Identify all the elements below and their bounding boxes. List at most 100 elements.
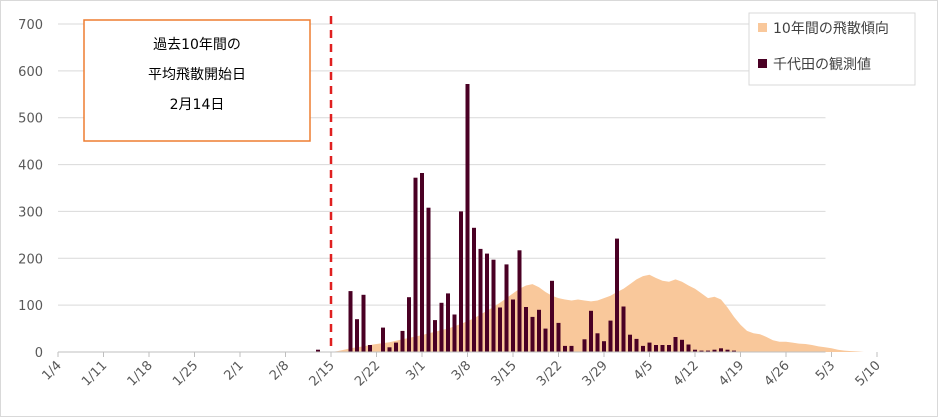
x-tick-label: 2/8 — [267, 358, 292, 383]
bar — [680, 339, 684, 352]
bar — [511, 299, 515, 352]
y-tick-label: 300 — [18, 205, 43, 220]
x-tick-label: 1/25 — [170, 358, 201, 389]
trend-area-layer — [331, 274, 864, 352]
y-tick-label: 100 — [18, 299, 43, 314]
bar — [654, 345, 658, 352]
x-tick-label: 1/18 — [125, 358, 156, 389]
bar — [550, 280, 554, 352]
bar — [543, 328, 548, 352]
bar — [381, 327, 385, 352]
bar — [595, 333, 600, 352]
x-tick-label: 4/5 — [631, 358, 656, 383]
x-tick-label: 2/22 — [352, 358, 383, 389]
annotation-line-3: 2月14日 — [170, 97, 225, 113]
legend-border — [748, 12, 916, 86]
bar — [732, 350, 736, 352]
bar — [647, 342, 652, 352]
bar — [472, 227, 476, 352]
bar — [706, 350, 710, 352]
x-tick-label: 4/26 — [762, 358, 793, 389]
x-tick-label: 4/19 — [716, 358, 747, 389]
bar — [348, 291, 353, 352]
bar — [641, 345, 645, 352]
y-tick-label: 500 — [18, 112, 43, 127]
legend-label-trend: 10年間の飛散傾向 — [773, 21, 889, 37]
y-tick-label: 400 — [18, 159, 43, 174]
bar — [355, 319, 359, 352]
bar — [446, 293, 450, 352]
bar — [693, 349, 697, 352]
bar — [413, 177, 418, 352]
bar — [498, 307, 502, 352]
bar — [719, 348, 723, 352]
bar — [452, 314, 457, 352]
x-tick-label: 2/15 — [307, 358, 338, 389]
bar — [361, 294, 366, 352]
bar — [504, 264, 509, 352]
x-tick-label: 1/4 — [39, 358, 64, 383]
x-tick-label: 5/3 — [813, 358, 838, 383]
x-axis-ticks: 1/4 1/11 1/18 1/25 2/1 2/8 2/15 2/22 3/1 3/8 3/15 3… — [39, 358, 883, 389]
y-tick-label: 200 — [18, 252, 43, 267]
bar — [602, 341, 606, 352]
bar — [556, 322, 561, 352]
x-tick-label: 2/1 — [221, 358, 246, 383]
y-axis-ticks: 0 100 200 300 400 500 600 700 — [18, 18, 43, 361]
bar — [667, 345, 671, 352]
bar — [420, 173, 424, 352]
bar — [407, 297, 411, 352]
annotation-line-1: 過去10年間の — [153, 37, 241, 53]
bar — [589, 310, 593, 352]
y-tick-label: 0 — [35, 346, 43, 361]
legend: 10年間の飛散傾向 千代田の観測値 — [748, 12, 916, 86]
bar — [537, 309, 541, 352]
annotation-border — [83, 19, 311, 142]
bar — [530, 316, 535, 352]
bar — [368, 345, 372, 352]
bar — [634, 338, 639, 352]
bar — [699, 350, 704, 352]
observation-bars — [316, 84, 736, 352]
bar — [478, 248, 483, 352]
bar — [387, 347, 392, 352]
bar — [660, 345, 665, 352]
bar — [394, 342, 398, 352]
bar — [459, 211, 463, 352]
bar — [621, 306, 626, 352]
x-tick-label: 3/8 — [449, 358, 474, 383]
x-tick-label: 4/12 — [671, 358, 702, 389]
bar — [628, 334, 632, 352]
bar — [433, 320, 437, 352]
bar — [426, 207, 431, 352]
bar — [465, 84, 470, 352]
x-tick-label: 3/29 — [580, 358, 611, 389]
y-tick-label: 700 — [18, 18, 43, 33]
bar — [686, 344, 691, 352]
annotation-box: 過去10年間の 平均飛散開始日 2月14日 — [83, 19, 311, 142]
bar — [582, 339, 587, 352]
bar — [725, 349, 730, 352]
bar — [712, 349, 717, 352]
legend-swatch-observed — [758, 59, 767, 68]
bar — [563, 345, 567, 352]
x-tick-label: 3/15 — [489, 358, 520, 389]
bar — [615, 238, 619, 352]
bar — [608, 320, 613, 352]
annotation-line-2: 平均飛散開始日 — [148, 67, 246, 83]
bar — [439, 302, 444, 352]
x-tick-label: 1/11 — [79, 358, 110, 389]
trend-area — [331, 274, 864, 352]
bar — [316, 349, 320, 352]
axes — [57, 351, 878, 357]
x-tick-label: 5/10 — [853, 358, 884, 389]
legend-label-observed: 千代田の観測値 — [773, 56, 871, 73]
x-tick-label: 3/22 — [534, 358, 565, 389]
y-tick-label: 600 — [18, 65, 43, 80]
bar — [524, 307, 528, 352]
bar — [485, 253, 489, 352]
bar — [569, 345, 574, 352]
bar — [673, 337, 678, 352]
